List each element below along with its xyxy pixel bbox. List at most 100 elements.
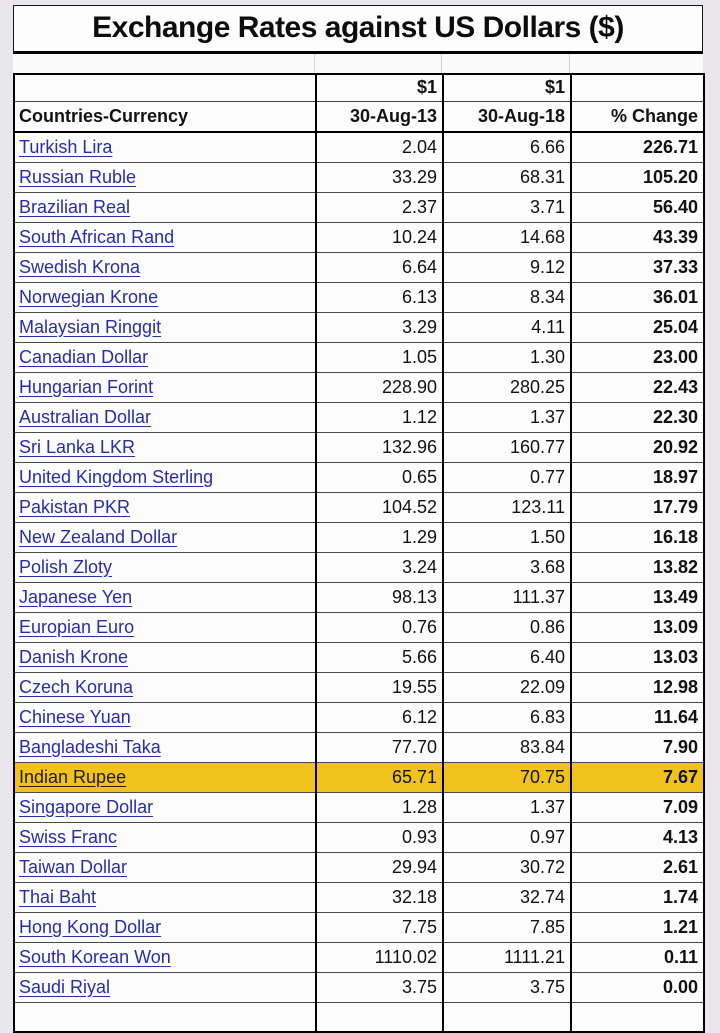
currency-cell: Norwegian Krone bbox=[14, 281, 316, 312]
spreadsheet-page: { "title": "Exchange Rates against US Do… bbox=[13, 5, 705, 1033]
pct-change-cell: 43.39 bbox=[570, 221, 704, 252]
currency-cell: Turkish Lira bbox=[14, 132, 316, 162]
currency-link[interactable]: Danish Krone bbox=[19, 646, 129, 667]
empty-cell bbox=[442, 1001, 571, 1032]
rate-2013-cell: 2.37 bbox=[315, 191, 443, 222]
rate-2013-cell: 1.05 bbox=[315, 341, 443, 372]
pct-change-cell: 13.82 bbox=[570, 551, 704, 582]
currency-link[interactable]: Japanese Yen bbox=[19, 586, 133, 607]
table-row: Canadian Dollar 1.05 1.30 23.00 bbox=[14, 341, 704, 372]
currency-link[interactable]: Pakistan PKR bbox=[19, 496, 131, 517]
currency-link[interactable]: Chinese Yuan bbox=[19, 706, 131, 727]
pct-change-cell: 22.43 bbox=[570, 371, 704, 402]
rate-2018-cell: 6.40 bbox=[442, 641, 571, 672]
table-row: Indian Rupee 65.71 70.75 7.67 bbox=[14, 761, 704, 792]
currency-link[interactable]: Turkish Lira bbox=[19, 136, 113, 157]
rate-2013-cell: 5.66 bbox=[315, 641, 443, 672]
unit-header-2013: $1 bbox=[315, 74, 443, 102]
partial-row bbox=[14, 1001, 704, 1032]
currency-link[interactable]: Indian Rupee bbox=[19, 766, 127, 787]
rate-2018-cell: 1.30 bbox=[442, 341, 571, 372]
rate-2018-cell: 68.31 bbox=[442, 161, 571, 192]
pct-change-cell: 7.67 bbox=[570, 761, 704, 792]
rate-2013-cell: 3.75 bbox=[315, 971, 443, 1002]
rate-2018-cell: 7.85 bbox=[442, 911, 571, 942]
table-row: Thai Baht 32.18 32.74 1.74 bbox=[14, 881, 704, 912]
exchange-table-body: Turkish Lira 2.04 6.66 226.71 Russian Ruble 3… bbox=[14, 132, 704, 1032]
table-row: Turkish Lira 2.04 6.66 226.71 bbox=[14, 132, 704, 162]
pct-change-cell: 13.09 bbox=[570, 611, 704, 642]
table-row: Europian Euro 0.76 0.86 13.09 bbox=[14, 611, 704, 642]
currency-link[interactable]: Saudi Riyal bbox=[19, 976, 111, 997]
table-row: South Korean Won 1110.02 1111.21 0.11 bbox=[14, 941, 704, 972]
spacer-row bbox=[13, 54, 703, 73]
pct-change-cell: 2.61 bbox=[570, 851, 704, 882]
currency-link[interactable]: United Kingdom Sterling bbox=[19, 466, 214, 487]
currency-cell: South African Rand bbox=[14, 221, 316, 252]
table-row: Japanese Yen 98.13 111.37 13.49 bbox=[14, 581, 704, 612]
currency-link[interactable]: New Zealand Dollar bbox=[19, 526, 178, 547]
table-row: Saudi Riyal 3.75 3.75 0.00 bbox=[14, 971, 704, 1002]
currency-link[interactable]: Sri Lanka LKR bbox=[19, 436, 136, 457]
currency-link[interactable]: Taiwan Dollar bbox=[19, 856, 128, 877]
currency-cell: Taiwan Dollar bbox=[14, 851, 316, 882]
col-header-pct-change: % Change bbox=[570, 101, 704, 133]
rate-2013-cell: 65.71 bbox=[315, 761, 443, 792]
currency-link[interactable]: Singapore Dollar bbox=[19, 796, 154, 817]
currency-link[interactable]: South African Rand bbox=[19, 226, 175, 247]
currency-link[interactable]: South Korean Won bbox=[19, 946, 171, 967]
table-row: Chinese Yuan 6.12 6.83 11.64 bbox=[14, 701, 704, 732]
rate-2018-cell: 8.34 bbox=[442, 281, 571, 312]
table-row: Singapore Dollar 1.28 1.37 7.09 bbox=[14, 791, 704, 822]
table-row: Sri Lanka LKR 132.96 160.77 20.92 bbox=[14, 431, 704, 462]
pct-change-cell: 13.49 bbox=[570, 581, 704, 612]
unit-header-empty bbox=[570, 74, 704, 102]
pct-change-cell: 16.18 bbox=[570, 521, 704, 552]
rate-2013-cell: 1.29 bbox=[315, 521, 443, 552]
currency-link[interactable]: Hong Kong Dollar bbox=[19, 916, 162, 937]
rate-2018-cell: 6.66 bbox=[442, 132, 571, 162]
column-header-row: Countries-Currency 30-Aug-13 30-Aug-18 %… bbox=[14, 101, 704, 133]
currency-link[interactable]: Brazilian Real bbox=[19, 196, 131, 217]
currency-link[interactable]: Hungarian Forint bbox=[19, 376, 154, 397]
table-row: Bangladeshi Taka 77.70 83.84 7.90 bbox=[14, 731, 704, 762]
currency-cell: Brazilian Real bbox=[14, 191, 316, 222]
spacer-cell bbox=[13, 54, 315, 73]
currency-cell: Swedish Krona bbox=[14, 251, 316, 282]
worksheet-area: Exchange Rates against US Dollars ($) $1… bbox=[13, 5, 705, 1033]
currency-link[interactable]: Australian Dollar bbox=[19, 406, 152, 427]
unit-header-2018: $1 bbox=[442, 74, 571, 102]
rate-2018-cell: 30.72 bbox=[442, 851, 571, 882]
rate-2013-cell: 7.75 bbox=[315, 911, 443, 942]
currency-cell: Indian Rupee bbox=[14, 761, 316, 792]
currency-link[interactable]: Swiss Franc bbox=[19, 826, 118, 847]
col-header-countries-currency: Countries-Currency bbox=[14, 101, 316, 133]
rate-2018-cell: 32.74 bbox=[442, 881, 571, 912]
currency-link[interactable]: Polish Zloty bbox=[19, 556, 113, 577]
pct-change-cell: 17.79 bbox=[570, 491, 704, 522]
pct-change-cell: 37.33 bbox=[570, 251, 704, 282]
pct-change-cell: 13.03 bbox=[570, 641, 704, 672]
currency-link[interactable]: Canadian Dollar bbox=[19, 346, 149, 367]
pct-change-cell: 23.00 bbox=[570, 341, 704, 372]
currency-cell: Malaysian Ringgit bbox=[14, 311, 316, 342]
currency-link[interactable]: Czech Koruna bbox=[19, 676, 134, 697]
pct-change-cell: 0.11 bbox=[570, 941, 704, 972]
pct-change-cell: 18.97 bbox=[570, 461, 704, 492]
currency-link[interactable]: Europian Euro bbox=[19, 616, 135, 637]
currency-cell: South Korean Won bbox=[14, 941, 316, 972]
currency-link[interactable]: Thai Baht bbox=[19, 886, 97, 907]
table-row: United Kingdom Sterling 0.65 0.77 18.97 bbox=[14, 461, 704, 492]
currency-link[interactable]: Swedish Krona bbox=[19, 256, 141, 277]
currency-link[interactable]: Norwegian Krone bbox=[19, 286, 159, 307]
currency-cell: Hong Kong Dollar bbox=[14, 911, 316, 942]
pct-change-cell: 11.64 bbox=[570, 701, 704, 732]
currency-link[interactable]: Russian Ruble bbox=[19, 166, 137, 187]
currency-link[interactable]: Malaysian Ringgit bbox=[19, 316, 162, 337]
table-row: New Zealand Dollar 1.29 1.50 16.18 bbox=[14, 521, 704, 552]
rate-2018-cell: 1.37 bbox=[442, 791, 571, 822]
rate-2018-cell: 0.77 bbox=[442, 461, 571, 492]
currency-link[interactable]: Bangladeshi Taka bbox=[19, 736, 161, 757]
rate-2013-cell: 228.90 bbox=[315, 371, 443, 402]
pct-change-cell: 12.98 bbox=[570, 671, 704, 702]
